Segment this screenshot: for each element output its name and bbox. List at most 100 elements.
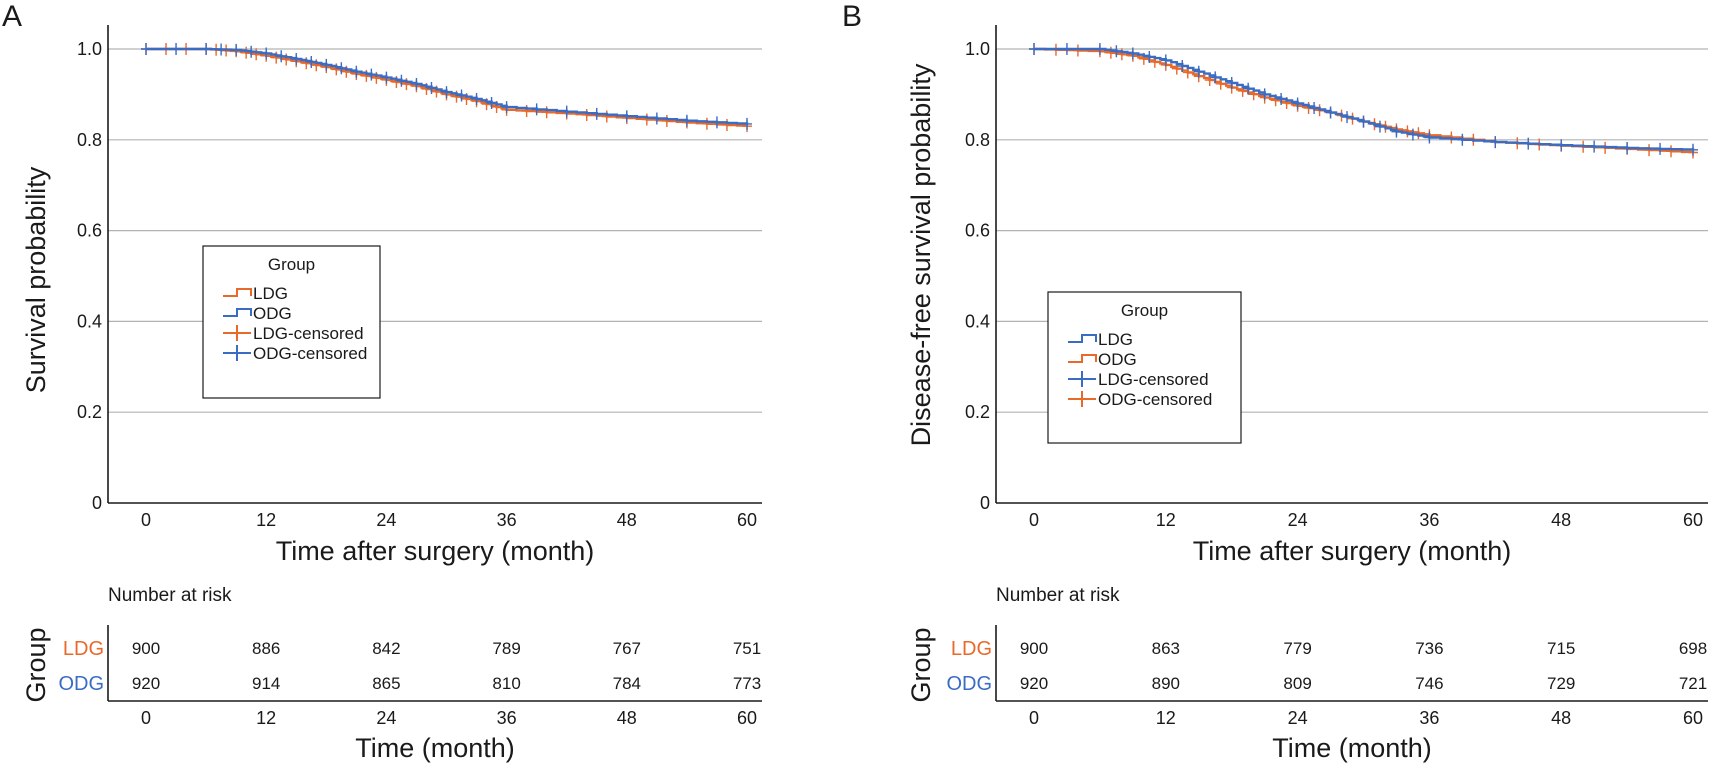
censor-mark-odg: [1622, 141, 1633, 154]
censor-mark-ldg: [601, 110, 612, 123]
censor-mark-odg: [1226, 77, 1237, 90]
legend-title: Group: [268, 255, 315, 274]
risk-x-tick-label: 60: [737, 708, 757, 728]
censor-mark-odg: [1210, 71, 1221, 84]
risk-cell: 914: [252, 674, 280, 693]
censor-mark-odg: [246, 45, 257, 58]
x-tick-label: 12: [256, 510, 276, 530]
risk-cell: 810: [492, 674, 520, 693]
risk-cell: 784: [613, 674, 641, 693]
censor-mark-odg: [366, 68, 377, 81]
risk-table: Number at risk LDG 900 863 779 736 715 698 ODG 92…: [906, 585, 1708, 763]
censor-mark-ldg: [1116, 48, 1127, 61]
legend-swatch-cross: [223, 345, 251, 361]
panel-a: A 0 0.2 0.4 0.6 0.8 1.0 0 12 24 36 48 60 Time after s…: [2, 0, 762, 763]
y-tick-label: 0.4: [965, 311, 990, 331]
legend-swatch-cross: [1068, 391, 1096, 407]
legend-box: [202, 245, 381, 399]
legend-swatch-step: [223, 288, 252, 297]
legend-entry: LDG: [253, 284, 288, 303]
risk-cell: 809: [1283, 674, 1311, 693]
censor-mark-odg: [1193, 65, 1204, 78]
panel-b: B 0 0.2 0.4 0.6 0.8 1.0 0 12 24 36 48 60 Time after s…: [842, 0, 1708, 763]
censor-mark-odg: [351, 65, 362, 78]
censor-mark-odg: [1276, 92, 1287, 105]
censor-mark-odg: [1144, 50, 1155, 63]
censor-mark-ldg: [721, 118, 732, 131]
risk-x-tick-label: 0: [141, 708, 151, 728]
legend-swatch-step: [223, 308, 252, 317]
censor-mark-odg: [1688, 143, 1698, 156]
censor-mark-odg: [561, 105, 572, 118]
y-tick-label: 0: [92, 493, 102, 513]
y-tick-label: 0.8: [965, 130, 990, 150]
censor-mark-odg: [742, 117, 752, 130]
censor-mark-odg: [141, 43, 151, 55]
y-tick-label: 0.6: [77, 221, 102, 241]
risk-x-tick-label: 36: [497, 708, 517, 728]
censor-mark-odg: [501, 101, 512, 114]
censor-mark-odg: [411, 77, 422, 90]
risk-x-tick-label: 60: [1683, 708, 1703, 728]
censor-mark-odg: [201, 43, 212, 55]
legend-swatch-cross: [223, 325, 251, 341]
censor-mark-odg: [381, 71, 392, 84]
censor-mark-odg: [441, 86, 452, 99]
risk-cell: 729: [1547, 674, 1575, 693]
risk-x-tick-label: 48: [1551, 708, 1571, 728]
risk-row-label-odg: ODG: [58, 673, 104, 695]
censor-mark-odg: [471, 92, 482, 105]
censor-mark-ldg: [661, 115, 672, 128]
legend-entry: ODG-censored: [1098, 390, 1212, 409]
risk-cell: 865: [372, 674, 400, 693]
y-tick-label: 1.0: [965, 39, 990, 59]
censor-mark-odg: [1094, 43, 1105, 55]
censor-mark-odg: [1391, 125, 1402, 138]
risk-cell: 715: [1547, 639, 1575, 658]
censor-mark-odg: [426, 82, 437, 95]
censor-mark-odg: [621, 110, 632, 123]
censor-mark-ldg: [1644, 144, 1655, 157]
risk-cell: 890: [1152, 674, 1180, 693]
censor-mark-odg: [1655, 142, 1666, 155]
risk-cell: 920: [1020, 674, 1048, 693]
x-tick-label: 48: [1551, 510, 1571, 530]
risk-cell: 736: [1415, 639, 1443, 658]
censor-mark-odg: [486, 97, 497, 110]
censor-mark-odg: [1177, 60, 1188, 73]
censor-mark-ldg: [1666, 145, 1677, 158]
legend-box: [1047, 291, 1242, 444]
y-tick-label: 0.2: [965, 402, 990, 422]
risk-cell: 789: [492, 639, 520, 658]
censor-mark-odg: [1342, 111, 1353, 124]
legend-entry: ODG: [253, 304, 292, 323]
censor-mark-odg: [261, 47, 272, 60]
x-tick-label: 60: [1683, 510, 1703, 530]
risk-cell: 900: [1020, 639, 1048, 658]
legend-swatch-step: [1068, 334, 1097, 343]
risk-x-tick-label: 24: [376, 708, 396, 728]
risk-cell: 773: [733, 674, 761, 693]
series-line-odg: [1034, 47, 1695, 151]
censor-mark-ldg: [641, 113, 652, 126]
censor-mark-odg: [531, 103, 542, 116]
risk-x-tick-label: 12: [1156, 708, 1176, 728]
censor-mark-odg: [171, 43, 182, 55]
x-tick-label: 48: [617, 510, 637, 530]
x-axis-title: Time after surgery (month): [1193, 536, 1512, 566]
risk-x-tick-label: 24: [1288, 708, 1308, 728]
censor-mark-odg: [1325, 106, 1336, 119]
censor-mark-odg: [456, 89, 467, 102]
risk-row-label-odg: ODG: [946, 673, 992, 695]
x-tick-label: 0: [141, 510, 151, 530]
censor-mark-odg: [1457, 133, 1468, 146]
censor-mark-odg: [1358, 115, 1369, 128]
risk-cell: 746: [1415, 674, 1443, 693]
censor-mark-odg: [276, 50, 287, 63]
risk-cell: 751: [733, 639, 761, 658]
risk-cell: 779: [1283, 639, 1311, 658]
risk-row-label-ldg: LDG: [951, 638, 992, 660]
risk-cell: 863: [1152, 639, 1180, 658]
risk-table-title: Number at risk: [996, 585, 1120, 606]
censor-mark-odg: [1243, 82, 1254, 95]
